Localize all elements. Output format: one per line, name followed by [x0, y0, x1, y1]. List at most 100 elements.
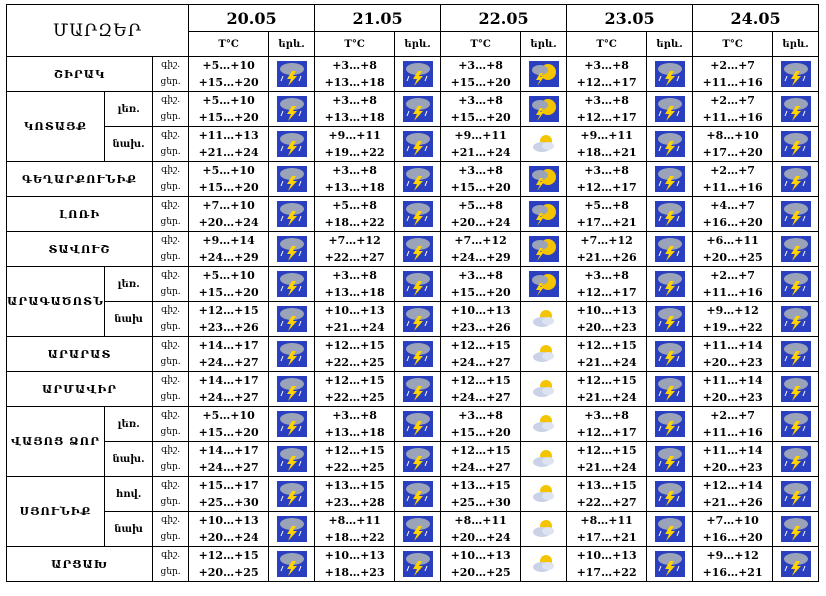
temp-col-header: T°C [692, 31, 774, 57]
night-temp: +2…+7 [710, 94, 755, 107]
period-labels: գիշ. ցեր. [152, 406, 190, 442]
region-name: ԱՐՄԱՎԻՐ [5, 371, 154, 407]
temperature-cell: +10…+13 +23…+26 [440, 301, 522, 337]
day-temp: +12…+17 [576, 111, 637, 124]
thunderstorm-icon [276, 446, 307, 472]
temperature-cell: +10…+13 +18…+23 [314, 546, 396, 582]
temperature-cell: +12…+15 +21…+24 [566, 336, 648, 372]
temperature-cell: +5…+8 +18…+22 [314, 196, 396, 232]
day-temp: +24…+27 [450, 391, 511, 404]
weather-cell [268, 441, 316, 477]
temperature-cell: +3…+8 +13…+18 [314, 56, 396, 92]
day-temp: +25…+30 [450, 496, 511, 509]
weather-cell [772, 91, 820, 127]
region-name: ԿՈՏԱՅՔ [5, 91, 106, 162]
day-label: ցեր. [160, 77, 181, 87]
partly-cloudy-icon [529, 344, 559, 363]
night-temp: +5…+10 [202, 269, 255, 282]
table-row: նախ. գիշ. ցեր. +11…+13 +21…+24 +9…+11 +19…+22 +… [7, 126, 820, 162]
day-temp: +24…+29 [450, 251, 511, 264]
night-temp: +3…+8 [458, 59, 503, 72]
weather-cell [772, 161, 820, 197]
thunderstorm-icon [780, 131, 811, 157]
weather-cell [394, 336, 442, 372]
weather-cell [520, 266, 568, 302]
night-temp: +9…+12 [706, 304, 759, 317]
temperature-cell: +3…+8 +13…+18 [314, 161, 396, 197]
weather-cell [268, 476, 316, 512]
thunderstorm-icon [276, 201, 307, 227]
day-label: ցեր. [160, 217, 181, 227]
night-temp: +3…+8 [584, 409, 629, 422]
temperature-cell: +8…+11 +20…+24 [440, 511, 522, 547]
sun-thunderstorm-icon [528, 166, 559, 192]
day-temp: +21…+24 [198, 146, 259, 159]
temperature-cell: +10…+13 +20…+24 [188, 511, 270, 547]
weather-cell [772, 126, 820, 162]
thunderstorm-icon [402, 481, 433, 507]
weather-cell [646, 336, 694, 372]
day-temp: +15…+20 [450, 111, 511, 124]
region-name: ԳԵՂԱՐՔՈՒՆԻՔ [5, 161, 154, 197]
thunderstorm-icon [402, 376, 433, 402]
day-temp: +18…+22 [324, 216, 385, 229]
day-label: ցեր. [160, 182, 181, 192]
precip-col-header: երև. [520, 31, 568, 57]
day-temp: +22…+25 [324, 356, 385, 369]
temperature-cell: +3…+8 +12…+17 [566, 161, 648, 197]
night-temp: +12…+15 [576, 444, 637, 457]
region-name: ՇԻՐԱԿ [5, 56, 154, 92]
period-labels: գիշ. ցեր. [152, 56, 190, 92]
night-temp: +2…+7 [710, 409, 755, 422]
region-name: ԱՐԱԳԱԾՈՏՆ [5, 266, 106, 337]
night-temp: +3…+8 [332, 269, 377, 282]
thunderstorm-icon [654, 446, 685, 472]
weather-cell [772, 371, 820, 407]
day-temp: +12…+17 [576, 76, 637, 89]
temperature-cell: +3…+8 +15…+20 [440, 56, 522, 92]
night-temp: +3…+8 [458, 164, 503, 177]
night-temp: +11…+14 [702, 374, 763, 387]
night-label: գիշ. [161, 200, 181, 210]
precip-col-header: երև. [646, 31, 694, 57]
night-label: գիշ. [161, 305, 181, 315]
day-temp: +22…+25 [324, 461, 385, 474]
day-temp: +21…+24 [576, 356, 637, 369]
sun-thunderstorm-icon [528, 271, 559, 297]
thunderstorm-icon [402, 131, 433, 157]
period-labels: գիշ. ցեր. [152, 126, 190, 162]
day-temp: +20…+23 [576, 321, 637, 334]
thunderstorm-icon [654, 411, 685, 437]
temperature-cell: +3…+8 +12…+17 [566, 406, 648, 442]
period-labels: գիշ. ցեր. [152, 266, 190, 302]
day-temp: +15…+20 [198, 76, 259, 89]
region-name: ՎԱՅՈՑ ՁՈՐ [5, 406, 106, 477]
temperature-cell: +14…+17 +24…+27 [188, 441, 270, 477]
subregion-name: լեռ. [104, 406, 154, 442]
night-temp: +11…+13 [198, 129, 259, 142]
temperature-cell: +3…+8 +15…+20 [440, 266, 522, 302]
night-temp: +10…+13 [576, 549, 637, 562]
thunderstorm-icon [780, 306, 811, 332]
weather-cell [268, 546, 316, 582]
night-temp: +5…+8 [332, 199, 377, 212]
temperature-cell: +9…+12 +16…+21 [692, 546, 774, 582]
region-name: ԼՈՌԻ [5, 196, 154, 232]
day-temp: +18…+22 [324, 531, 385, 544]
temperature-cell: +5…+10 +15…+20 [188, 266, 270, 302]
partly-cloudy-icon [529, 554, 559, 573]
weather-cell [646, 231, 694, 267]
thunderstorm-icon [402, 306, 433, 332]
night-temp: +7…+12 [454, 234, 507, 247]
day-temp: +15…+20 [198, 426, 259, 439]
day-temp: +21…+24 [576, 391, 637, 404]
temperature-cell: +2…+7 +11…+16 [692, 91, 774, 127]
temperature-cell: +9…+11 +19…+22 [314, 126, 396, 162]
thunderstorm-icon [276, 411, 307, 437]
night-temp: +3…+8 [458, 409, 503, 422]
thunderstorm-icon [780, 271, 811, 297]
thunderstorm-icon [780, 376, 811, 402]
weather-cell [646, 441, 694, 477]
night-temp: +11…+14 [702, 339, 763, 352]
weather-cell [646, 476, 694, 512]
